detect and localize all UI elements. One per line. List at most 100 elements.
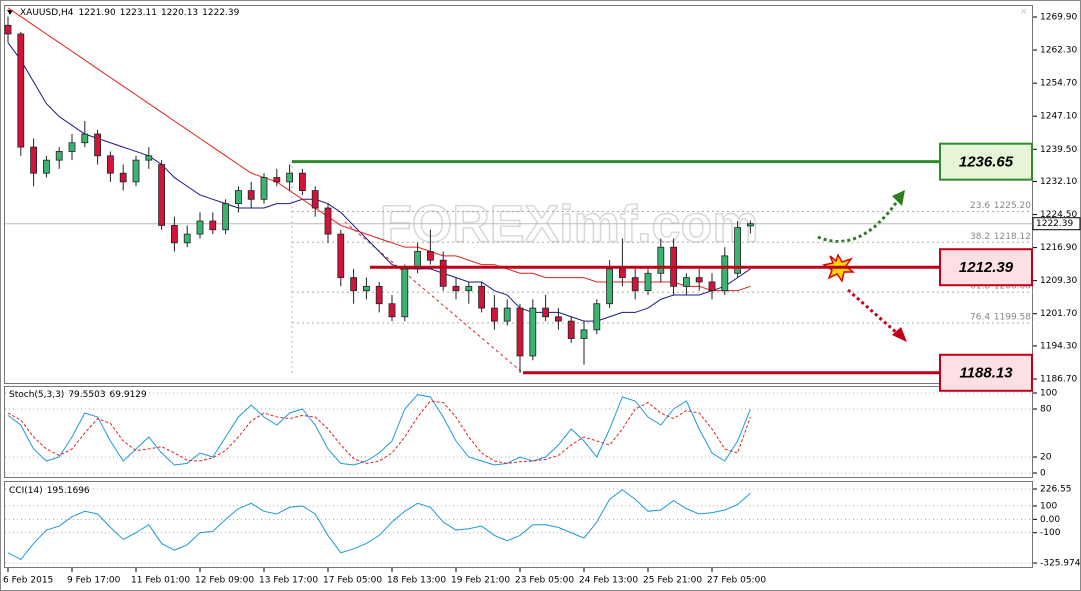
level-box (939, 353, 1033, 392)
cci-name: CCI(14) (9, 486, 43, 496)
stoch-main-value: 79.5503 (68, 390, 105, 400)
fib-level: 23.6 (970, 201, 990, 211)
candle-body (158, 164, 166, 226)
candle-body (196, 220, 204, 235)
x-tick-label: 11 Feb 01:00 (131, 576, 190, 586)
cci-value: 195.1696 (47, 486, 90, 496)
fib-price: 1218.12 (994, 232, 1031, 242)
candle-body (619, 268, 626, 279)
candle-body (631, 277, 639, 292)
x-tick-label: 19 Feb 21:00 (451, 576, 510, 586)
candle-body (311, 190, 319, 209)
y-tick-label: 1201.70 (1040, 309, 1077, 319)
fib-price: 1206.66 (994, 282, 1031, 292)
x-tick-label: 24 Feb 13:00 (579, 576, 638, 586)
level-label: 1188.13 (959, 365, 1013, 382)
candle-body (170, 225, 178, 244)
candle-body (68, 142, 76, 152)
price-tag-label: 1222.39 (1036, 219, 1073, 229)
up-arrowhead (892, 190, 905, 206)
down-arrowhead (892, 327, 907, 342)
main-panel (4, 5, 1033, 384)
candle-body (606, 268, 613, 305)
candle-body (4, 24, 12, 35)
candle-body (132, 159, 140, 183)
candle-body (350, 277, 358, 292)
y-tick-label: 1254.70 (1040, 79, 1077, 89)
x-tick-label: 9 Feb 17:00 (67, 576, 121, 586)
x-tick-label: 18 Feb 13:00 (387, 576, 446, 586)
y-tick-label: 1239.50 (1040, 145, 1077, 155)
candle-body (414, 251, 422, 270)
y-tick-label: 1209.30 (1040, 276, 1077, 286)
level-label: 1212.39 (959, 259, 1014, 276)
stoch-panel (4, 386, 1033, 478)
candle-body (17, 33, 25, 148)
fib-level: 61.8 (970, 282, 990, 292)
candle-body (516, 307, 524, 357)
y-tick-label: 100 (1040, 389, 1057, 399)
y-tick-label: 1216.90 (1040, 243, 1077, 253)
close-icon[interactable]: ✕ (1020, 8, 1028, 18)
candle-body (708, 281, 716, 292)
candle-body (542, 307, 549, 318)
price-tag (1032, 217, 1081, 231)
x-tick-label: 25 Feb 21:00 (643, 576, 702, 586)
y-tick-label: 1269.90 (1040, 13, 1077, 23)
cci-panel (4, 481, 1033, 568)
y-tick-label: 1224.50 (1040, 210, 1077, 220)
menu-arrow[interactable] (7, 10, 13, 15)
up-arrow (817, 199, 900, 243)
candle-body (183, 233, 191, 244)
moving-average (7, 7, 751, 292)
watermark: FOREXimf.com (380, 196, 759, 254)
candle-body (260, 177, 268, 200)
candle-body (439, 259, 447, 287)
x-tick-label: 12 Feb 09:00 (195, 576, 254, 586)
y-tick-label: 80 (1040, 405, 1052, 415)
candle-body (529, 307, 537, 357)
candle-body (286, 172, 294, 183)
symbol: XAUUSD,H4 (20, 8, 74, 18)
stoch-readout: Stoch(5,3,3) 79.5503 69.9129 (9, 390, 147, 400)
x-tick-label: 27 Feb 05:00 (707, 576, 766, 586)
y-tick-label: 226.55 (1040, 485, 1072, 495)
candle-body (747, 223, 754, 227)
cci-readout: CCI(14) 195.1696 (9, 486, 90, 496)
y-tick-label: 20 (1040, 453, 1052, 463)
candle-body (145, 155, 153, 161)
candle-body (55, 151, 63, 161)
y-tick-label: 0.00 (1040, 515, 1060, 525)
fib-price: 1199.58 (994, 312, 1031, 322)
candle-body (81, 133, 89, 144)
level-label: 1236.65 (959, 154, 1014, 171)
candle-body (30, 146, 38, 174)
y-tick-label: -325.9741 (1040, 559, 1081, 569)
candle-body (580, 329, 588, 339)
stoch-signal-value: 69.9129 (110, 390, 147, 400)
candle-body (247, 190, 255, 200)
candle-body (94, 133, 101, 157)
y-tick-label: 1194.30 (1040, 341, 1077, 351)
y-tick-label: 1232.10 (1040, 177, 1077, 187)
down-arrow (847, 288, 899, 336)
fib-level: 76.4 (970, 312, 990, 322)
candle-body (119, 172, 127, 183)
header-high: 1223.11 (120, 8, 157, 18)
y-tick-label: 1186.70 (1040, 374, 1077, 384)
y-tick-label: 1262.30 (1040, 46, 1077, 56)
candle-body (683, 277, 690, 287)
candle-body (375, 285, 383, 305)
candle-body (567, 320, 575, 339)
fib-price: 1225.20 (994, 201, 1031, 211)
candle-body (298, 172, 306, 192)
fib-level: 38.2 (970, 232, 990, 242)
candle-body (324, 207, 332, 235)
candle-body (478, 285, 486, 309)
candle-body (452, 285, 460, 292)
candle-body (222, 203, 230, 231)
candle-body (209, 220, 217, 231)
level-box (939, 142, 1033, 181)
